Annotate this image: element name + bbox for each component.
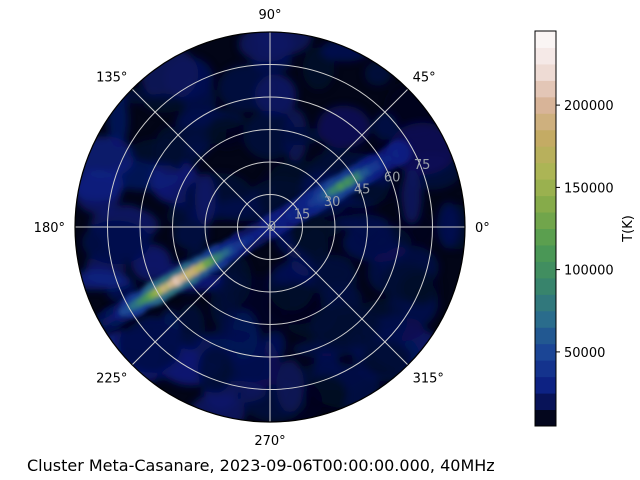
- sky-blotch: [108, 160, 180, 191]
- colorbar-band: [535, 376, 556, 394]
- angular-tick-label: 315°: [413, 372, 444, 387]
- radial-tick-label: 75: [414, 158, 431, 173]
- colorbar-band: [535, 162, 556, 180]
- sky-blotch: [317, 105, 371, 149]
- angular-gridline: [131, 226, 271, 366]
- colorbar-band: [535, 80, 556, 98]
- colorbar-band: [535, 179, 556, 197]
- colorbar-band: [535, 261, 556, 279]
- angular-gridline: [131, 88, 271, 228]
- colorbar-band: [535, 47, 556, 65]
- colorbar-band: [535, 63, 556, 81]
- sky-blotch: [309, 303, 381, 350]
- sky-blotch: [197, 346, 234, 393]
- polar-frame: [74, 31, 466, 423]
- angular-tick-label: 90°: [258, 8, 281, 23]
- colorbar-band: [535, 146, 556, 164]
- angular-gridline: [269, 226, 409, 366]
- angular-tick-label: 180°: [34, 221, 65, 236]
- colorbar-band: [535, 277, 556, 295]
- sky-blotch: [185, 131, 206, 163]
- colorbar-band: [535, 228, 556, 246]
- sky-blotch: [75, 169, 124, 202]
- sky-blotch: [437, 201, 460, 249]
- sky-blotch: [129, 138, 194, 166]
- chart-title: Cluster Meta-Casanare, 2023-09-06T00:00:…: [27, 456, 495, 475]
- sky-blotch: [107, 92, 129, 148]
- sky-blotch: [267, 282, 326, 325]
- sky-blotch: [255, 32, 312, 56]
- sky-blotch: [320, 39, 370, 62]
- colorbar-band: [535, 294, 556, 312]
- sky-blotch: [115, 327, 182, 351]
- angular-gridline: [269, 88, 409, 228]
- colorbar-tick-label: 150000: [564, 181, 614, 196]
- colorbar-band: [535, 31, 556, 48]
- colorbar: 50000 100000 150000 200000 T(K): [534, 30, 636, 427]
- colorbar-band: [535, 244, 556, 262]
- radial-tick-labels: 0 15 30 45 60 75: [268, 158, 431, 235]
- sky-blotch: [401, 169, 422, 224]
- sky-blotch: [218, 64, 275, 112]
- colorbar-band: [535, 409, 556, 427]
- radial-tick-label: 30: [324, 195, 341, 210]
- sky-blotch: [304, 375, 348, 414]
- angular-tick-labels: 0° 45° 90° 135° 180° 225° 270° 315°: [34, 8, 490, 449]
- sky-blotch: [372, 112, 398, 140]
- radial-tick-label: 60: [384, 170, 401, 185]
- colorbar-band: [535, 310, 556, 328]
- angular-tick-label: 0°: [475, 221, 490, 236]
- sky-blotch: [334, 214, 389, 232]
- colorbar-band: [535, 343, 556, 361]
- angular-tick-label: 270°: [254, 434, 285, 449]
- polar-grid: [74, 31, 466, 423]
- colorbar-band: [535, 393, 556, 411]
- sky-blotch: [75, 271, 131, 290]
- radial-tick-label: 0: [268, 220, 276, 235]
- sky-blotch: [142, 93, 185, 114]
- colorbar-tick-label: 100000: [564, 264, 614, 279]
- sky-blotch: [194, 173, 216, 226]
- sky-blotch: [279, 127, 322, 145]
- radial-tick-label: 15: [294, 208, 311, 223]
- sky-blotch: [220, 310, 257, 342]
- sky-blotch: [207, 114, 247, 148]
- colorbar-tick-label: 50000: [564, 346, 605, 361]
- colorbar-band: [535, 96, 556, 114]
- colorbar-band: [535, 360, 556, 378]
- sky-blotch: [391, 212, 436, 249]
- colorbar-band: [535, 212, 556, 229]
- colorbar-band: [535, 113, 556, 131]
- colorbar-band: [535, 327, 556, 345]
- colorbar-label: T(K): [621, 215, 636, 243]
- sky-blotch: [314, 254, 358, 302]
- sky-blotch: [299, 229, 329, 260]
- colorbar-tick-label: 200000: [564, 99, 614, 114]
- colorbar-band: [535, 129, 556, 147]
- sky-blotch: [276, 359, 305, 413]
- sky-blotch: [166, 206, 189, 226]
- radial-tick-label: 45: [354, 183, 371, 198]
- colorbar-band: [535, 195, 556, 213]
- colorbar-frame: [534, 30, 557, 427]
- angular-tick-label: 45°: [413, 70, 436, 85]
- sky-blotch: [82, 220, 150, 264]
- angular-tick-label: 135°: [96, 70, 127, 85]
- sky-blotch: [302, 47, 335, 90]
- plane-core: [397, 147, 405, 155]
- angular-tick-label: 225°: [96, 372, 127, 387]
